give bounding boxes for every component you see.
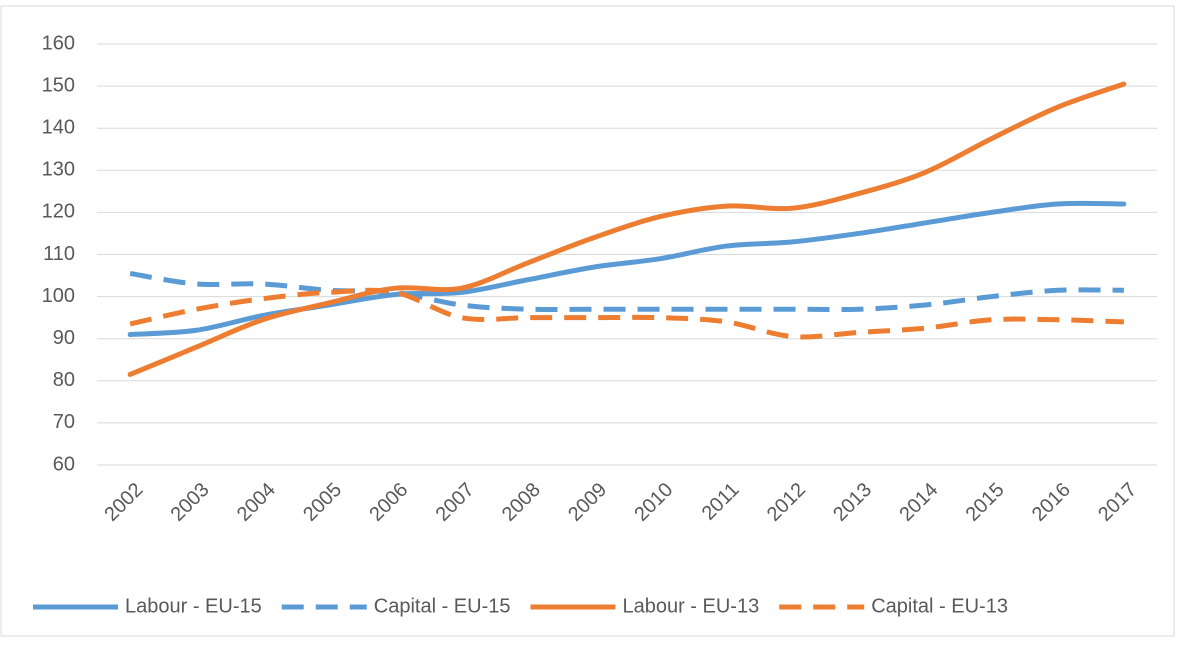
y-tick-label: 60 (53, 453, 75, 475)
legend-label: Capital - EU-13 (871, 595, 1008, 617)
legend-label: Labour - EU-15 (125, 595, 262, 617)
y-tick-label: 100 (42, 285, 75, 307)
y-tick-label: 160 (42, 32, 75, 54)
y-tick-label: 130 (42, 159, 75, 181)
y-tick-label: 90 (53, 327, 75, 349)
y-tick-label: 120 (42, 201, 75, 223)
y-tick-label: 150 (42, 74, 75, 96)
legend-label: Capital - EU-15 (374, 595, 511, 617)
series-line (127, 81, 1127, 377)
chart-border (0, 5, 1175, 637)
y-tick-label: 70 (53, 411, 75, 433)
y-tick-label: 140 (42, 116, 75, 138)
y-tick-label: 80 (53, 369, 75, 391)
legend-label: Labour - EU-13 (622, 595, 759, 617)
y-tick-label: 110 (43, 243, 75, 265)
series-line (129, 270, 1124, 313)
